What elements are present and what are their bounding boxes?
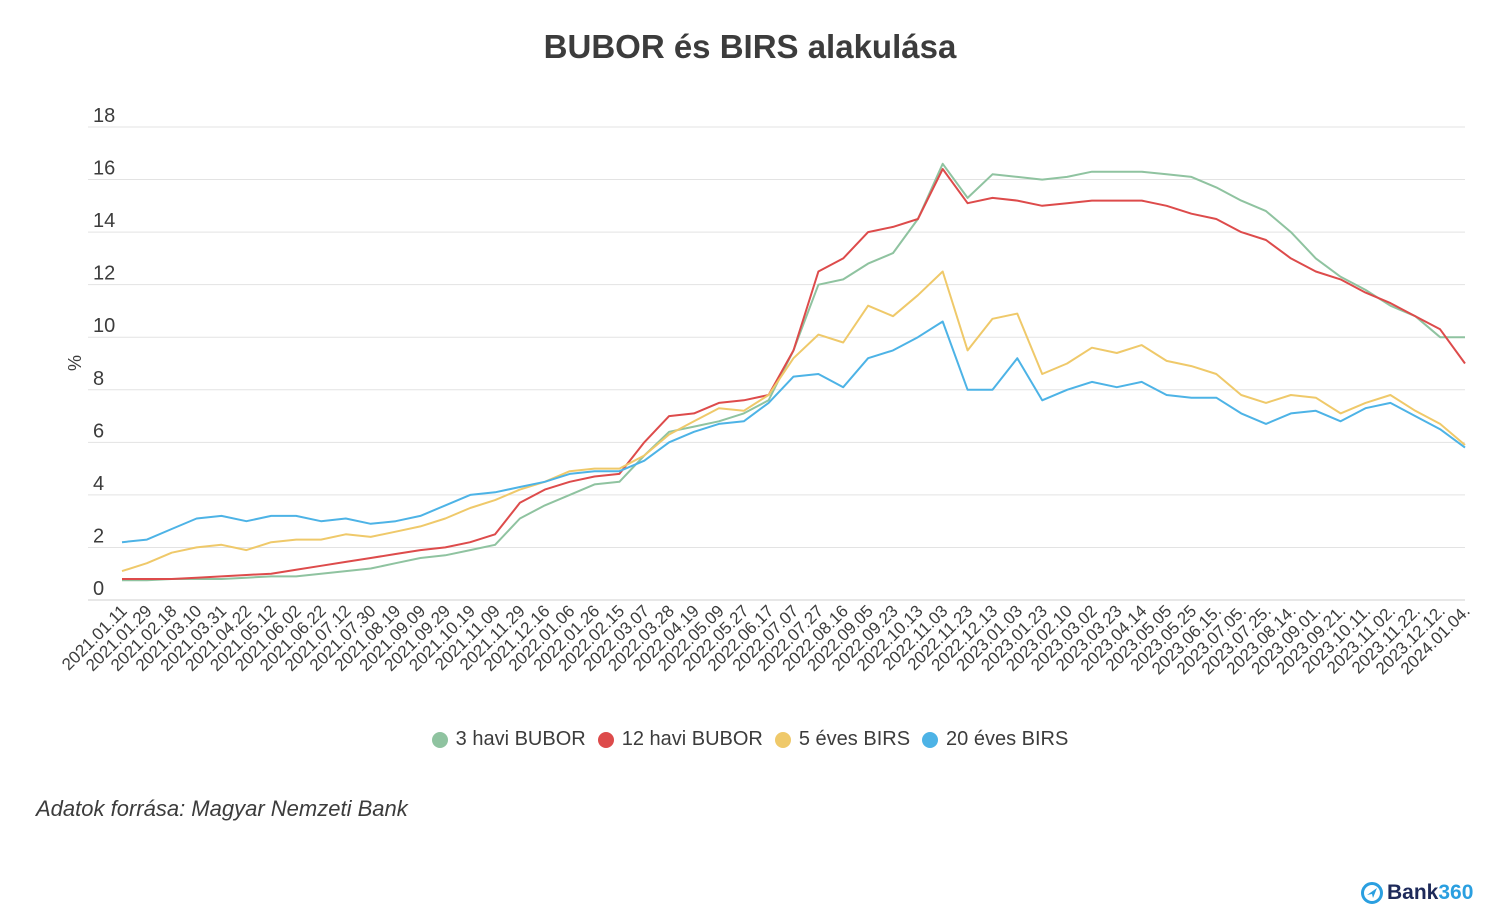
logo-text-bank: Bank bbox=[1387, 881, 1439, 904]
legend-marker bbox=[922, 731, 939, 748]
chart-plot: 024681012141618%2021.01.112021.01.292021… bbox=[58, 105, 1474, 678]
legend-item[interactable]: 12 havi BUBOR bbox=[597, 728, 763, 751]
y-tick-label: 8 bbox=[93, 368, 104, 390]
legend-label: 20 éves BIRS bbox=[946, 728, 1069, 750]
legend: 3 havi BUBOR 12 havi BUBOR 5 éves BIRS 20 é… bbox=[0, 728, 1500, 751]
legend-marker bbox=[431, 731, 448, 748]
y-tick-label: 16 bbox=[93, 158, 115, 180]
y-tick-label: 6 bbox=[93, 420, 104, 442]
legend-marker bbox=[597, 731, 614, 748]
legend-label: 3 havi BUBOR bbox=[455, 728, 586, 750]
compass-icon bbox=[1361, 882, 1383, 904]
y-tick-label: 12 bbox=[93, 263, 115, 285]
source-note: Adatok forrása: Magyar Nemzeti Bank bbox=[36, 796, 408, 821]
y-tick-label: 4 bbox=[93, 473, 104, 495]
y-tick-label: 14 bbox=[93, 210, 115, 232]
legend-item[interactable]: 5 éves BIRS bbox=[774, 728, 911, 751]
legend-marker bbox=[774, 731, 791, 748]
legend-item[interactable]: 20 éves BIRS bbox=[922, 728, 1068, 751]
series-line-12-havi-bubor bbox=[122, 168, 1466, 580]
logo-text-360: 360 bbox=[1438, 881, 1474, 904]
legend-item[interactable]: 3 havi BUBOR bbox=[431, 728, 586, 751]
y-tick-label: 0 bbox=[93, 578, 104, 600]
series-line-3-havi-bubor bbox=[122, 162, 1465, 582]
chart-title: BUBOR és BIRS alakulása bbox=[543, 28, 957, 65]
y-tick-label: 18 bbox=[93, 105, 115, 127]
legend-label: 12 havi BUBOR bbox=[621, 728, 763, 750]
series-line-20-ves-birs bbox=[121, 320, 1466, 544]
y-tick-label: 10 bbox=[93, 315, 115, 337]
bank360-logo[interactable]: Bank 360 bbox=[1360, 881, 1473, 905]
y-axis-label: % bbox=[65, 355, 85, 371]
legend-label: 5 éves BIRS bbox=[798, 728, 911, 750]
series-line-5-ves-birs bbox=[121, 270, 1466, 573]
y-tick-label: 2 bbox=[93, 525, 104, 547]
